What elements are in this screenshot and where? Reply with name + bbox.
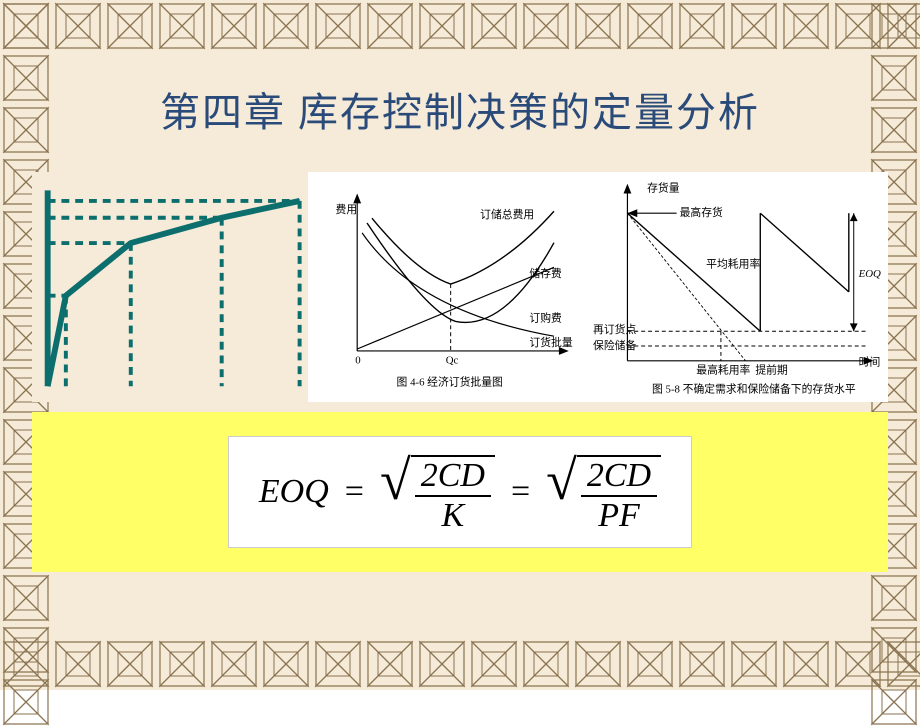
svg-text:0: 0 <box>355 355 360 367</box>
label-y3: 存货量 <box>647 181 680 195</box>
label-eoq: EOQ <box>857 268 880 280</box>
slide-title: 第四章 库存控制决策的定量分析 <box>52 80 868 138</box>
label-reorder: 再订货点 <box>593 322 636 336</box>
label-x3: 时间 <box>858 356 880 369</box>
label-max-rate: 最高耗用率 <box>696 363 750 377</box>
chart-concave-svg <box>32 172 307 398</box>
chart2-caption: 图 4-6 经济订货批量图 <box>396 374 502 388</box>
formula-eq2: = <box>505 473 536 511</box>
sqrt-1: √ 2CD K <box>380 449 495 535</box>
label-lead: 提前期 <box>755 363 788 377</box>
frac1-den: K <box>435 497 470 535</box>
label-y: 费用 <box>335 203 357 216</box>
formula-lhs: EOQ <box>259 473 329 511</box>
chart-eoq-cost: 费用 订储总费用 储存费 订购费 订货批量 0 Qc 图 4-6 经济订货批量图 <box>308 172 593 402</box>
chart3-caption: 图 5-8 不确定需求和保险储备下的存货水平 <box>652 381 856 395</box>
label-hold: 储存费 <box>529 266 562 280</box>
label-max-stock: 最高存货 <box>679 205 722 219</box>
slide-page: 第四章 库存控制决策的定量分析 费用 订储总费用 <box>0 0 920 690</box>
frac2-num: 2CD <box>581 457 657 497</box>
chart-stock-level: 存货量 最高存货 平均耗用率 EOQ 再订货点 保险储备 最高耗用率 提前期 时… <box>593 172 888 402</box>
chart-concave <box>32 172 308 402</box>
radical-icon: √ <box>546 459 577 504</box>
label-order: 订购费 <box>529 310 562 324</box>
formula-eq1: = <box>339 473 370 511</box>
formula-row: EOQ = √ 2CD K = √ 2CD PF <box>32 412 888 572</box>
radical-icon: √ <box>380 459 411 504</box>
label-qc: Qc <box>445 355 458 367</box>
border-bottom <box>0 638 920 690</box>
frac2-den: PF <box>592 497 646 535</box>
frac1-num: 2CD <box>415 457 491 497</box>
label-x: 订货批量 <box>529 335 572 349</box>
label-total: 订储总费用 <box>480 207 534 221</box>
border-top <box>0 0 920 52</box>
chart-eoq-svg: 费用 订储总费用 储存费 订购费 订货批量 0 Qc 图 4-6 经济订货批量图 <box>308 172 593 402</box>
label-avg-rate: 平均耗用率 <box>706 256 760 270</box>
content-area: 第四章 库存控制决策的定量分析 费用 订储总费用 <box>52 52 868 638</box>
eoq-formula: EOQ = √ 2CD K = √ 2CD PF <box>259 449 661 535</box>
label-safety: 保险储备 <box>593 338 636 352</box>
formula-box: EOQ = √ 2CD K = √ 2CD PF <box>228 436 692 548</box>
figures-row: 费用 订储总费用 储存费 订购费 订货批量 0 Qc 图 4-6 经济订货批量图 <box>32 172 888 402</box>
chart-stock-svg: 存货量 最高存货 平均耗用率 EOQ 再订货点 保险储备 最高耗用率 提前期 时… <box>593 172 888 402</box>
sqrt-2: √ 2CD PF <box>546 449 661 535</box>
